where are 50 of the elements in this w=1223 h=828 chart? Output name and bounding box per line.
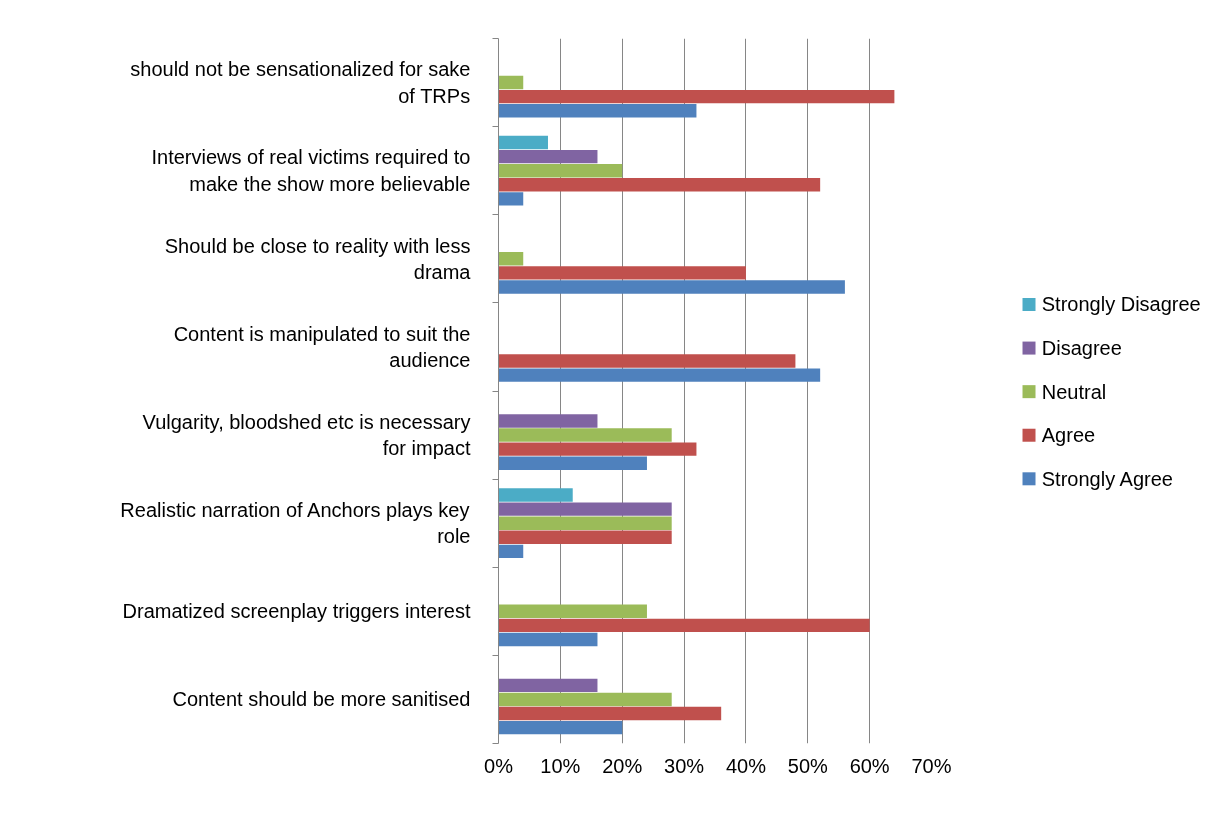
x-tick-label: 30% (664, 754, 705, 777)
y-tick-label: Realistic narration of Anchors plays key role (120, 498, 471, 548)
bar (498, 604, 647, 619)
bar (498, 354, 796, 368)
bar (498, 75, 524, 90)
bar (498, 414, 598, 428)
legend-label: Disagree (1041, 337, 1122, 360)
bar (498, 192, 524, 206)
bar (498, 368, 821, 382)
bar (498, 456, 647, 470)
bar (498, 692, 672, 707)
x-tick-label: 0% (484, 754, 514, 777)
bar (498, 544, 524, 559)
bar (498, 488, 573, 502)
bar (498, 252, 524, 266)
y-tick-label: should not be sensationalized for sake of TRPs (130, 58, 471, 107)
bar (498, 163, 623, 178)
bar (498, 632, 598, 647)
bar (498, 428, 672, 442)
x-tick-label: 50% (787, 754, 829, 777)
bar (498, 502, 672, 516)
x-tick-label: 40% (725, 754, 767, 777)
y-tick-label: Content should be more sanitised (172, 688, 471, 711)
legend-label: Neutral (1041, 380, 1107, 403)
bar (498, 89, 895, 104)
bar (498, 618, 870, 633)
bar (498, 149, 598, 164)
x-tick-label: 60% (849, 754, 890, 777)
bar (498, 516, 672, 530)
bar (498, 706, 722, 721)
y-tick-label: Interviews of real victims required to make the show more believable (151, 146, 471, 195)
y-tick-label: Content is manipulated to suit the audience (173, 322, 471, 372)
legend-label: Strongly Agree (1041, 467, 1173, 490)
x-tick-label: 70% (911, 754, 952, 777)
y-tick-label: Vulgarity, bloodshed etc is necessary for impact (142, 410, 471, 460)
bar (498, 104, 697, 118)
bar (498, 720, 623, 735)
bar (498, 135, 548, 150)
y-tick-label: Dramatized screenplay triggers interest (122, 600, 471, 623)
bar (498, 280, 845, 294)
bar (498, 178, 821, 192)
legend-label: Strongly Disagree (1041, 293, 1201, 316)
x-tick-label: 10% (540, 754, 581, 777)
bar (498, 266, 746, 280)
bar (498, 678, 598, 693)
bar (498, 530, 672, 544)
legend-label: Agree (1041, 424, 1096, 447)
y-tick-label: Should be close to reality with less drama (164, 234, 472, 284)
bar (498, 442, 697, 456)
x-tick-label: 20% (602, 754, 643, 777)
